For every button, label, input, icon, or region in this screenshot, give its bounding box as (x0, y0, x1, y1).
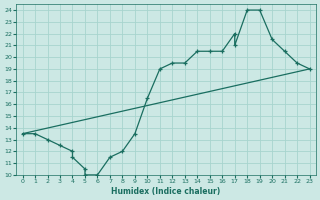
X-axis label: Humidex (Indice chaleur): Humidex (Indice chaleur) (111, 187, 221, 196)
